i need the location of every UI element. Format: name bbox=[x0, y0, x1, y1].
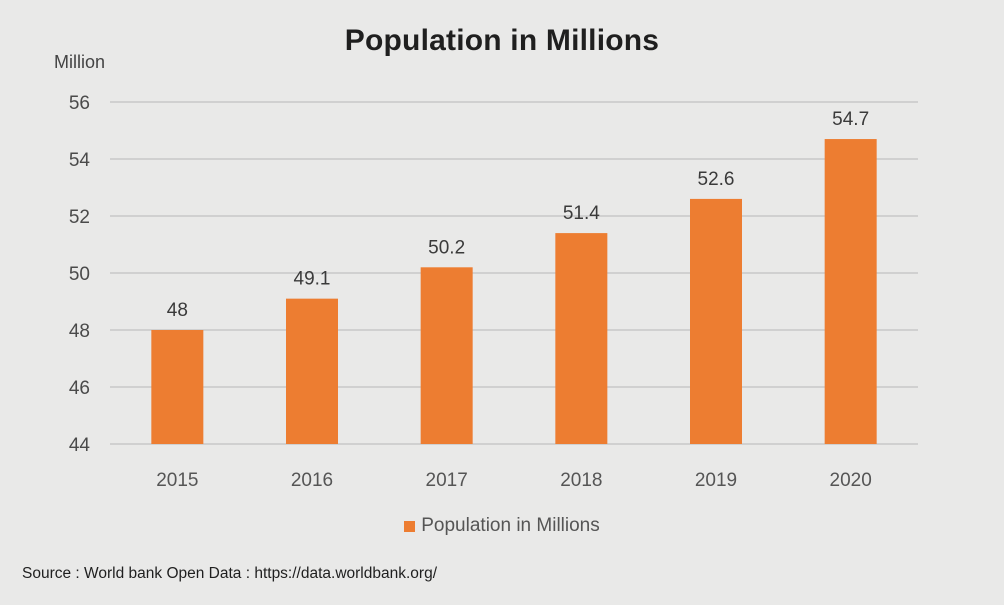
x-tick-label: 2015 bbox=[156, 470, 198, 491]
x-tick-label: 2019 bbox=[695, 470, 737, 491]
bar bbox=[286, 298, 338, 444]
bar bbox=[420, 267, 473, 444]
x-tick-label: 2020 bbox=[830, 470, 872, 491]
bar bbox=[555, 233, 608, 444]
chart-title: Population in Millions bbox=[344, 24, 660, 57]
data-label: 54.7 bbox=[832, 109, 869, 130]
source-note: Source : World bank Open Data : https://… bbox=[22, 565, 437, 582]
y-axis-unit-label: Million bbox=[54, 52, 106, 72]
x-tick-label: 2017 bbox=[426, 470, 468, 491]
y-tick-label: 44 bbox=[69, 435, 91, 456]
legend-label: Population in Millions bbox=[421, 515, 600, 536]
y-tick-label: 46 bbox=[69, 378, 90, 399]
data-label: 48 bbox=[167, 300, 188, 321]
data-label: 49.1 bbox=[294, 269, 331, 290]
y-tick-label: 54 bbox=[69, 150, 91, 171]
legend-swatch bbox=[404, 520, 416, 532]
y-tick-label: 56 bbox=[69, 93, 90, 114]
bar bbox=[151, 330, 204, 444]
data-label: 51.4 bbox=[563, 203, 600, 224]
x-tick-label: 2016 bbox=[291, 470, 333, 491]
y-tick-label: 48 bbox=[69, 321, 90, 342]
bar bbox=[690, 198, 742, 444]
bar bbox=[824, 139, 877, 445]
data-label: 50.2 bbox=[428, 237, 465, 258]
x-tick-label: 2018 bbox=[560, 470, 602, 491]
data-label: 52.6 bbox=[698, 169, 735, 190]
legend: Population in Millions bbox=[0, 515, 1004, 537]
y-tick-label: 52 bbox=[69, 207, 90, 228]
y-tick-label: 50 bbox=[69, 264, 90, 285]
